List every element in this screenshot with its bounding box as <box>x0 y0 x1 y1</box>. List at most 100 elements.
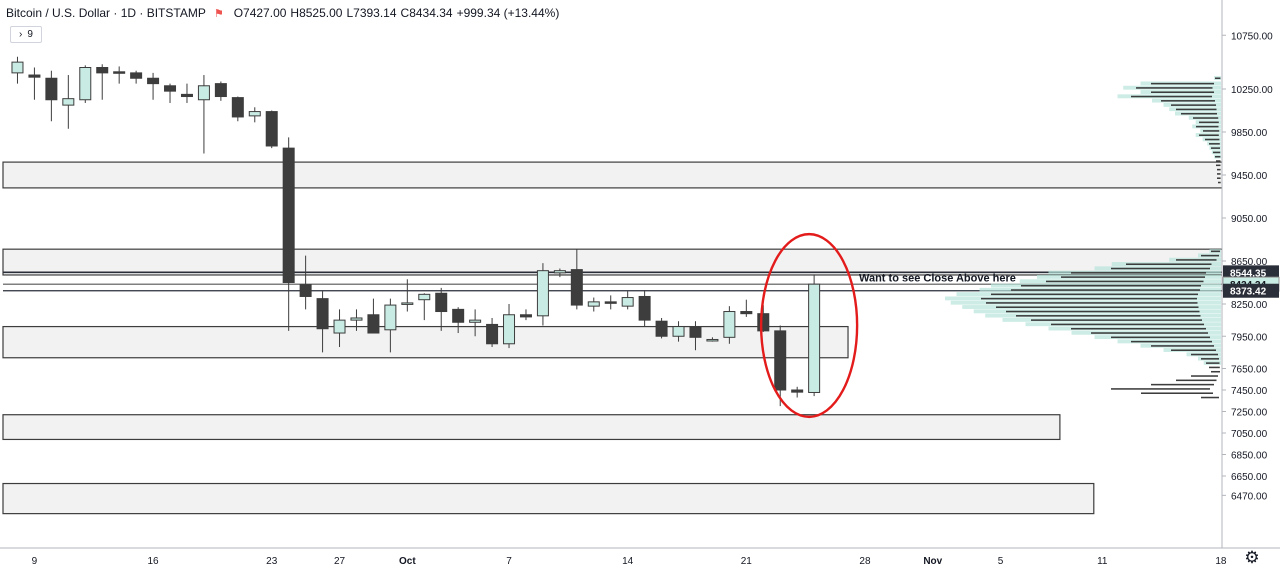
candle-body[interactable] <box>452 308 465 323</box>
volume-profile-bar <box>1216 160 1221 162</box>
y-tick-label: 7250.00 <box>1231 408 1268 419</box>
candle-body[interactable] <box>384 304 397 331</box>
volume-profile-bar <box>1216 164 1221 167</box>
candle-body[interactable] <box>299 284 312 297</box>
x-tick-label: 7 <box>506 556 512 567</box>
y-tick-label: 10250.00 <box>1231 85 1273 96</box>
candle-body[interactable] <box>587 301 600 307</box>
volume-profile-bar <box>1131 95 1212 98</box>
volume-profile-bar <box>1021 284 1201 287</box>
candle-body[interactable] <box>503 314 516 345</box>
volume-profile-bar <box>1051 323 1204 326</box>
zone-rectangle-2[interactable] <box>2 248 1280 276</box>
zone-rectangle-1[interactable] <box>2 161 1280 189</box>
candle-body[interactable] <box>282 147 295 283</box>
candle-body[interactable] <box>706 338 719 342</box>
zone-rectangle-3[interactable] <box>2 325 849 359</box>
candle-body[interactable] <box>689 326 702 338</box>
y-tick-label: 9450.00 <box>1231 171 1268 182</box>
candle-body[interactable] <box>638 295 651 321</box>
ohlc-open: O7427.00 <box>233 6 287 20</box>
price-label[interactable]: 8544.35 <box>1230 268 1267 279</box>
candle-body[interactable] <box>553 270 566 274</box>
x-tick-label: 9 <box>32 556 38 567</box>
candle-body[interactable] <box>28 74 41 78</box>
candle-body[interactable] <box>723 311 736 338</box>
candle-body[interactable] <box>621 297 634 307</box>
ohlc-change: +999.34 (+13.44%) <box>456 6 560 20</box>
volume-profile-bar <box>1205 138 1220 141</box>
y-tick-label: 6470.00 <box>1231 491 1268 502</box>
candle-body[interactable] <box>774 330 787 391</box>
volume-profile-bar <box>1016 315 1201 317</box>
candle-body[interactable] <box>757 313 770 332</box>
volume-profile-bar <box>1031 319 1202 321</box>
symbol-title[interactable]: Bitcoin / U.S. Dollar · 1D · BITSTAMP <box>6 6 206 20</box>
candle-body[interactable] <box>248 111 261 117</box>
candle-body[interactable] <box>333 319 346 334</box>
volume-profile-bar <box>981 297 1197 300</box>
volume-profile-bar <box>1111 336 1210 339</box>
volume-profile-bar <box>1151 82 1214 85</box>
volume-profile-bar <box>1126 263 1212 265</box>
candle-body[interactable] <box>164 85 177 92</box>
candle-body[interactable] <box>316 298 329 330</box>
volume-profile-bar <box>1091 332 1208 334</box>
volume-profile-bar <box>1191 353 1218 356</box>
candle-body[interactable] <box>197 85 210 101</box>
candle-body[interactable] <box>570 269 583 306</box>
x-tick-label: 11 <box>1097 556 1108 567</box>
candle-body[interactable] <box>265 111 278 147</box>
candle-body[interactable] <box>45 77 58 101</box>
candle-body[interactable] <box>113 71 126 74</box>
candle-body[interactable] <box>180 93 193 98</box>
flag-icon[interactable]: ⚑ <box>213 7 224 20</box>
candle-body[interactable] <box>604 301 617 304</box>
candle-body[interactable] <box>791 389 804 393</box>
candle-body[interactable] <box>672 326 685 337</box>
candle-body[interactable] <box>486 323 499 345</box>
volume-profile-bar <box>1131 340 1212 343</box>
volume-profile-bar <box>1006 310 1200 313</box>
volume-profile-bar <box>1201 358 1219 360</box>
candle-body[interactable] <box>79 67 92 101</box>
candle-body[interactable] <box>96 67 109 74</box>
candle-body[interactable] <box>655 320 668 337</box>
candle-body[interactable] <box>214 83 227 98</box>
chevron-right-icon: › <box>19 29 23 40</box>
volume-profile-bar <box>1151 91 1214 93</box>
y-tick-label: 6850.00 <box>1231 451 1268 462</box>
x-tick-label: 5 <box>998 556 1004 567</box>
ohlc-high: H8525.00 <box>290 6 343 20</box>
annotation-text[interactable]: Want to see Close Above here <box>859 273 1016 285</box>
candle-body[interactable] <box>740 311 753 315</box>
candle-body[interactable] <box>350 317 363 321</box>
candle-body[interactable] <box>401 302 414 305</box>
candle-body[interactable] <box>536 270 549 317</box>
candle-body[interactable] <box>11 61 24 74</box>
volume-profile-bar <box>1191 375 1218 377</box>
price-label[interactable]: 8373.42 <box>1230 287 1267 298</box>
candle-body[interactable] <box>435 292 448 313</box>
candle-body[interactable] <box>808 283 821 393</box>
gear-icon[interactable]: ⚙ <box>1244 548 1260 567</box>
x-tick-label: Nov <box>923 556 942 567</box>
indicator-toggle-button[interactable]: › 9 <box>10 26 42 43</box>
zone-rectangle-4[interactable] <box>2 414 1061 441</box>
zone-rectangle-5[interactable] <box>2 482 1095 515</box>
y-tick-label: 9850.00 <box>1231 128 1268 139</box>
candle-body[interactable] <box>62 98 75 106</box>
candle-body[interactable] <box>418 293 431 301</box>
candle-body[interactable] <box>469 319 482 323</box>
candle-body[interactable] <box>519 314 532 318</box>
candle-body[interactable] <box>147 77 160 85</box>
candle-body[interactable] <box>130 72 143 79</box>
ohlc-close: C8434.34 <box>400 6 453 20</box>
volume-profile-bar <box>1071 272 1206 274</box>
x-tick-label: 27 <box>334 556 346 567</box>
highlight-circle[interactable] <box>759 232 859 419</box>
candle-body[interactable] <box>231 97 244 118</box>
candle-body[interactable] <box>367 314 380 334</box>
